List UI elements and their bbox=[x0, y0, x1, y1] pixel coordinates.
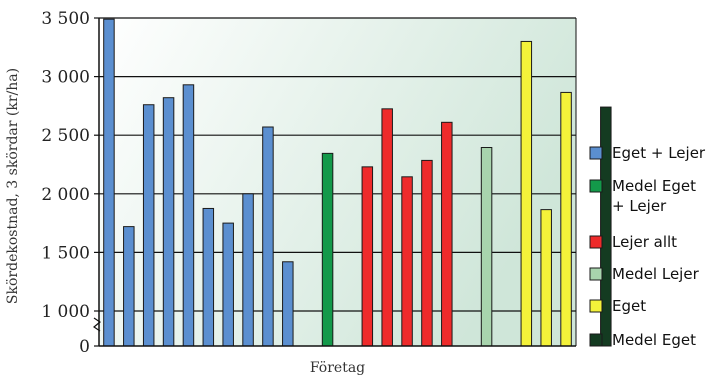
legend-swatch bbox=[589, 333, 603, 347]
bar bbox=[262, 126, 274, 347]
bar bbox=[242, 193, 254, 347]
bar bbox=[381, 108, 393, 347]
bar bbox=[282, 261, 294, 347]
bar bbox=[162, 97, 175, 347]
legend-label: Medel Eget bbox=[612, 331, 696, 349]
bar bbox=[401, 176, 413, 347]
bar bbox=[103, 18, 115, 347]
y-tick-label: 3 000 bbox=[41, 68, 90, 88]
y-tick-label: 0 bbox=[79, 337, 90, 357]
bar bbox=[540, 209, 552, 347]
legend-label: Medel Eget bbox=[612, 177, 696, 195]
legend-swatch bbox=[589, 235, 603, 249]
legend-label: Medel Lejer bbox=[612, 265, 700, 283]
axis-break-mark bbox=[92, 317, 102, 332]
legend-swatch bbox=[589, 146, 603, 160]
y-tick-label: 1 500 bbox=[41, 243, 90, 263]
bar bbox=[142, 104, 155, 347]
legend-label: Eget + Lejer bbox=[612, 144, 706, 162]
y-tick-label: 2 500 bbox=[41, 126, 90, 146]
bar bbox=[123, 226, 135, 347]
legend-label: Eget bbox=[612, 297, 646, 315]
bar bbox=[600, 106, 612, 347]
bar bbox=[222, 222, 234, 347]
plot-area bbox=[99, 18, 576, 346]
bar bbox=[182, 84, 195, 347]
legend-label: Lejer allt bbox=[612, 233, 677, 251]
legend-swatch bbox=[589, 267, 603, 281]
legend-swatch bbox=[589, 299, 603, 313]
bar bbox=[480, 147, 493, 347]
y-axis-label: Skördekostnad, 3 skördar (kr/ha) bbox=[5, 68, 21, 304]
bar bbox=[202, 207, 215, 347]
y-tick-label: 2 000 bbox=[41, 185, 90, 205]
bar bbox=[361, 166, 374, 347]
legend-label: + Lejer bbox=[612, 197, 667, 215]
y-tick-label: 3 500 bbox=[41, 9, 90, 29]
bar bbox=[421, 159, 433, 347]
bar bbox=[520, 40, 533, 347]
legend-swatch bbox=[589, 179, 603, 193]
y-tick-label: 1 000 bbox=[41, 302, 90, 322]
legend: Eget + Lejer Medel Eget + Lejer Lejer allt M… bbox=[589, 144, 706, 349]
x-axis-label: Företag bbox=[310, 360, 365, 376]
bar bbox=[441, 121, 453, 347]
bar bbox=[560, 91, 572, 347]
bar bbox=[321, 152, 334, 347]
